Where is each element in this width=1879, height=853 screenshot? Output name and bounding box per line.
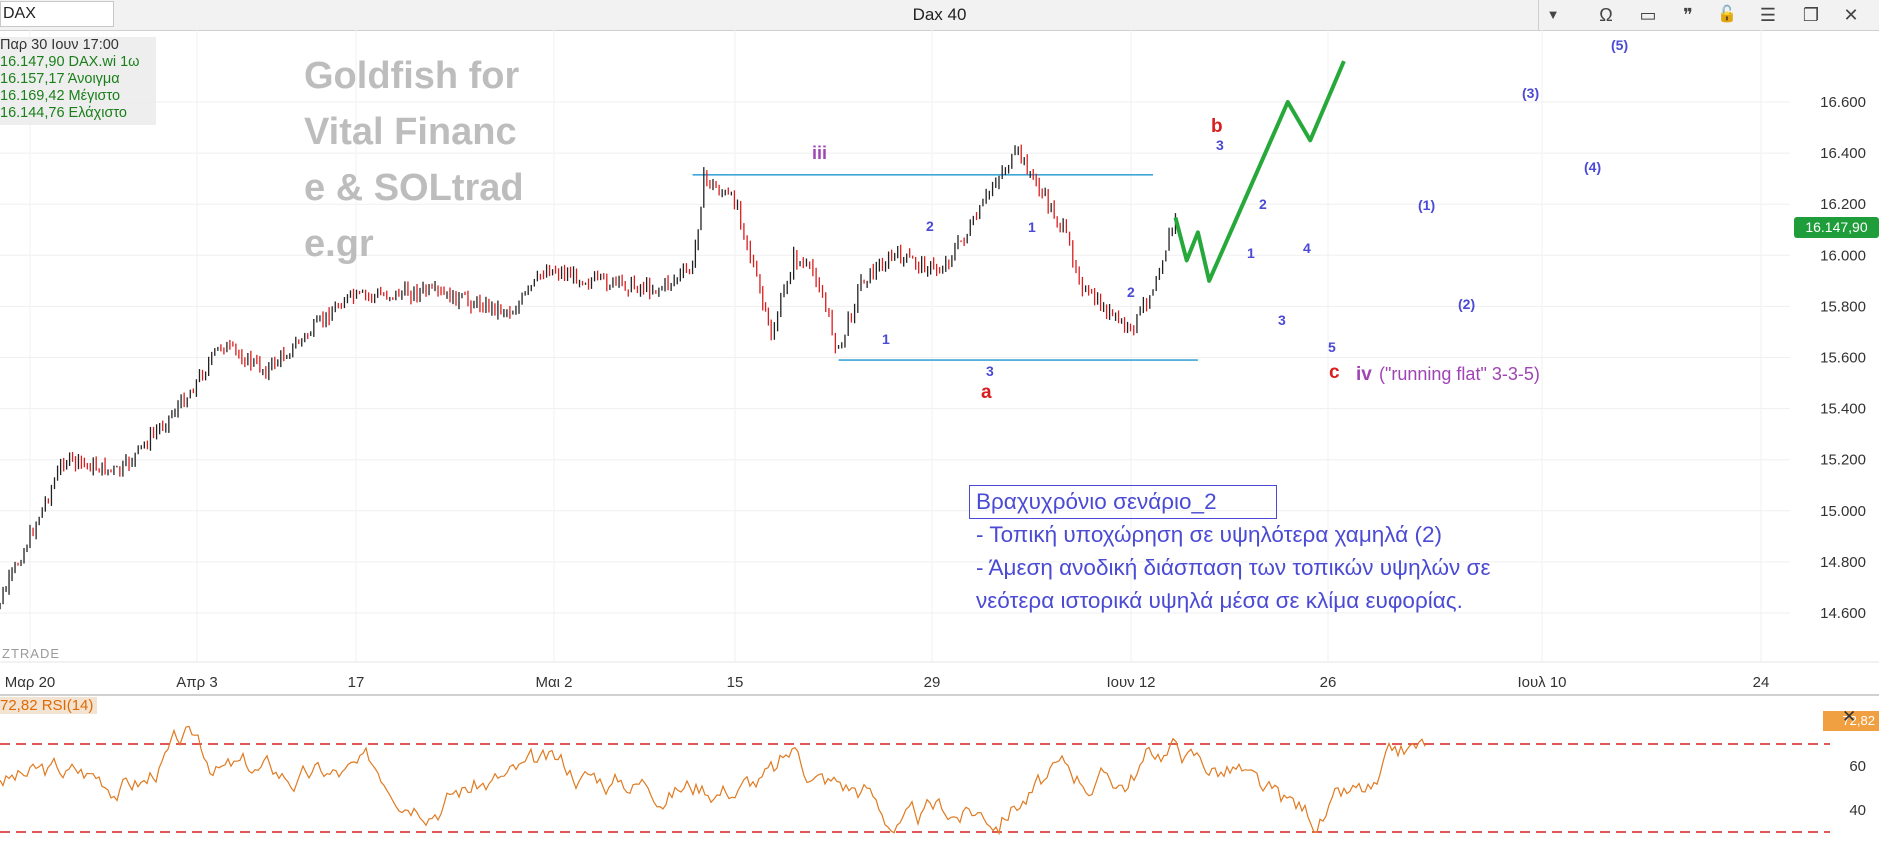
quote-icon[interactable]: ❞ — [1683, 5, 1693, 25]
x-tick-label: Ιουλ 10 — [1517, 674, 1566, 691]
wave-label-c: c — [1329, 362, 1340, 383]
x-tick-label: 26 — [1320, 674, 1337, 691]
wave-label-2: 2 — [1259, 196, 1267, 212]
wave-label-5: 5 — [1328, 339, 1336, 355]
x-tick-label: Ιουν 12 — [1106, 674, 1155, 691]
wave-label-paren-5: (5) — [1611, 37, 1628, 53]
ohlc-panel: Παρ 30 Ιουν 17:00 16.147,90 DAX.wi 1ω 16… — [0, 37, 156, 125]
wave-label-paren-2: (2) — [1458, 296, 1475, 312]
ohlc-open: 16.157,17 Άνοιγμα — [0, 71, 120, 87]
x-tick-label: 24 — [1753, 674, 1770, 691]
last-price-tag: 16.147,90 — [1794, 217, 1879, 238]
grid — [0, 30, 1879, 663]
y-tick-label: 16.200 — [1820, 196, 1866, 213]
x-tick-label: 29 — [924, 674, 941, 691]
y-tick-label: 15.800 — [1820, 298, 1866, 315]
x-tick-label: Μαι 2 — [535, 674, 572, 691]
wave-label-1: 1 — [1247, 245, 1255, 261]
y-tick-label: 15.400 — [1820, 401, 1866, 418]
ohlc-low: 16.144,76 Ελάχιστο — [0, 105, 127, 121]
y-tick-label: 15.600 — [1820, 350, 1866, 367]
wave-label-paren-4: (4) — [1584, 159, 1601, 175]
x-tick-label: Απρ 3 — [176, 674, 217, 691]
wave-label-2: 2 — [1127, 284, 1135, 300]
symbol-input[interactable]: DAX — [0, 1, 114, 27]
wave-label-iv: iv — [1356, 364, 1372, 385]
rsi-close-icon[interactable]: ✕ — [1842, 707, 1857, 726]
wave-labels: iii b a c iv ("running flat" 3-3-5) 1 2 … — [812, 37, 1628, 403]
y-tick-label: 14.600 — [1820, 605, 1866, 622]
rsi-value-tag: 72,82 — [1823, 711, 1879, 731]
y-tick-label: 16.400 — [1820, 145, 1866, 162]
scenario-title: Βραχυχρόνιο σενάριο_2 — [976, 489, 1217, 514]
scenario-title-box — [969, 485, 1277, 519]
chevron-down-icon: ▼ — [1546, 7, 1560, 22]
x-tick-label: 15 — [727, 674, 744, 691]
scenario-line-2: - Άμεση ανοδική διάσπαση των τοπικών υψη… — [976, 555, 1491, 580]
y-axis: 16.600 16.400 16.200 16.000 15.800 15.600 15.4… — [1820, 94, 1866, 622]
rsi-line — [0, 725, 1426, 836]
x-tick-label: 17 — [348, 674, 365, 691]
x-tick-label: Μαρ 20 — [5, 674, 56, 691]
projection-path — [1173, 60, 1346, 283]
ohlc-last: 16.147,90 DAX.wi 1ω — [0, 54, 140, 70]
scenario-line-1: - Τοπική υποχώρηση σε υψηλότερα χαμηλά (… — [976, 522, 1442, 547]
horizontal-lines — [692, 174, 1198, 361]
wave-label-1: 1 — [882, 331, 890, 347]
candles — [0, 144, 1177, 610]
menu-icon[interactable]: ☰ — [1759, 5, 1777, 25]
close-icon[interactable]: ✕ — [1843, 5, 1859, 25]
omega-icon[interactable]: Ω — [1599, 5, 1613, 25]
rsi-tick-label: 60 — [1849, 758, 1866, 775]
rsi-label: 72,82 RSI(14) — [0, 697, 98, 714]
wave-label-2: 2 — [926, 218, 934, 234]
lock-icon[interactable]: 🔓 — [1717, 6, 1737, 23]
watermark-text: Goldfish for Vital Finance & SOLtrade.gr — [304, 55, 524, 265]
y-tick-label: 14.800 — [1820, 554, 1866, 571]
toolbar: DAX Dax 40 ▼ Ω ▭ ❞ 🔓 ☰ ❐ ✕ — [0, 0, 1879, 31]
ohlc-date: Παρ 30 Ιουν 17:00 — [0, 37, 119, 53]
rsi-pane: 60 40 — [0, 725, 1866, 836]
y-tick-label: 15.000 — [1820, 503, 1866, 520]
rsi-tick-label: 40 — [1849, 802, 1866, 819]
wave-label-4: 4 — [1303, 240, 1311, 256]
x-axis: Μαρ 20 Απρ 3 17 Μαι 2 15 29 Ιουν 12 26 Ιουλ 10 24 — [5, 674, 1770, 691]
ohlc-high: 16.169,42 Μέγιστο — [0, 88, 121, 104]
broker-logo: ZTRADE — [2, 646, 60, 661]
symbol-dropdown-button[interactable]: ▼ — [1538, 0, 1569, 30]
wave-label-paren-3: (3) — [1522, 85, 1539, 101]
y-tick-label: 15.200 — [1820, 452, 1866, 469]
wave-label-paren-1: (1) — [1418, 197, 1435, 213]
wave-label-iii: iii — [812, 143, 827, 163]
wave-label-3: 3 — [1216, 137, 1224, 153]
projection-line — [1173, 60, 1346, 283]
y-tick-label: 16.000 — [1820, 247, 1866, 264]
wave-label-running-flat: ("running flat" 3-3-5) — [1379, 364, 1540, 384]
y-tick-label: 16.600 — [1820, 94, 1866, 111]
wave-label-1: 1 — [1028, 219, 1036, 235]
wave-label-3: 3 — [1278, 312, 1286, 328]
wave-label-a: a — [981, 382, 992, 403]
wave-label-b: b — [1211, 116, 1223, 137]
wave-label-3: 3 — [986, 363, 994, 379]
scenario-line-3: νεότερα ιστορικά υψηλά μέσα σε κλίμα ευφ… — [976, 588, 1463, 613]
layout-icon[interactable]: ▭ — [1639, 5, 1657, 25]
restore-icon[interactable]: ❐ — [1802, 5, 1820, 25]
